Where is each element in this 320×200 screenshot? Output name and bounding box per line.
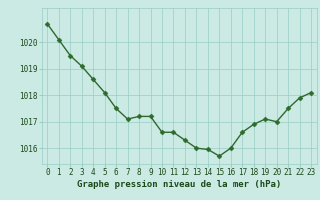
X-axis label: Graphe pression niveau de la mer (hPa): Graphe pression niveau de la mer (hPa): [77, 180, 281, 189]
